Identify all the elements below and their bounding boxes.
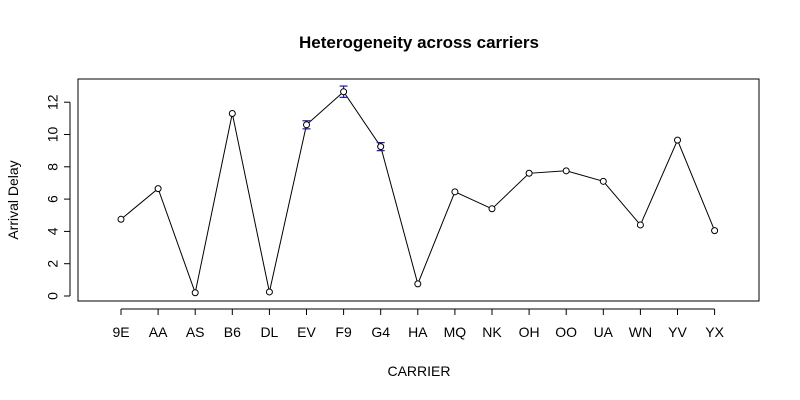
x-tick-label: AS [186, 324, 205, 340]
y-tick-label: 6 [45, 195, 61, 203]
series-polyline [120, 90, 716, 295]
point-yx [711, 227, 719, 235]
x-tick-label: OO [555, 324, 577, 340]
y-tick-label: 0 [45, 292, 61, 300]
point-dl [265, 288, 273, 296]
series-line [120, 90, 716, 295]
x-tick-label: WN [629, 324, 652, 340]
x-tick-label: MQ [444, 324, 467, 340]
plot-frame [77, 78, 760, 302]
x-tick-label: F9 [335, 324, 352, 340]
x-axis: 9E AA AS B6 DL EV F9 G4 HA MQ NK OH OO UA WN YV YX [112, 308, 725, 340]
y-tick-label: 8 [45, 163, 61, 171]
y-tick-label: 10 [45, 127, 61, 143]
x-tick-label: YV [668, 324, 687, 340]
x-tick-label: 9E [112, 324, 129, 340]
data-points [117, 88, 719, 297]
point-aa [154, 185, 162, 193]
error-bars [302, 85, 385, 152]
x-tick-label: B6 [224, 324, 241, 340]
y-axis: 0 2 4 6 8 10 12 [45, 94, 71, 300]
x-tick-label: DL [260, 324, 278, 340]
point-oo [562, 167, 570, 175]
point-9e [117, 215, 125, 223]
point-ua [599, 177, 607, 185]
y-axis-label: Arrival Delay [5, 160, 21, 239]
point-yv [674, 136, 681, 144]
x-tick-label: UA [594, 324, 614, 340]
point-wn [636, 221, 644, 229]
x-tick-label: EV [297, 324, 316, 340]
point-g4 [377, 143, 385, 151]
point-b6 [228, 110, 236, 118]
x-axis-label: CARRIER [387, 363, 450, 379]
x-tick-label: HA [408, 324, 428, 340]
x-tick-label: AA [149, 324, 168, 340]
point-f9 [340, 88, 348, 96]
point-ha [414, 280, 422, 288]
chart-title: Heterogeneity across carriers [299, 33, 539, 52]
point-as [191, 289, 199, 297]
x-tick-label: NK [482, 324, 502, 340]
y-tick-label: 4 [45, 227, 61, 235]
y-tick-label: 12 [45, 94, 61, 110]
x-tick-label: OH [519, 324, 540, 340]
point-nk [488, 205, 496, 213]
point-mq [451, 188, 459, 196]
point-oh [525, 169, 533, 177]
y-tick-label: 2 [45, 260, 61, 268]
x-tick-label: YX [705, 324, 724, 340]
point-ev [303, 121, 310, 129]
x-tick-label: G4 [371, 324, 390, 340]
